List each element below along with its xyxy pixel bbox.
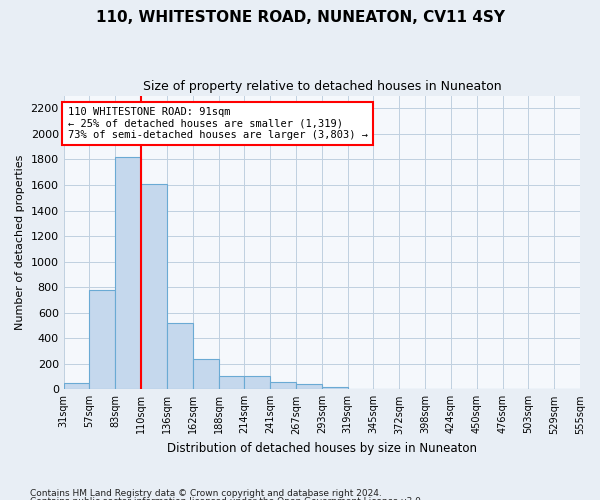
Title: Size of property relative to detached houses in Nuneaton: Size of property relative to detached ho… — [143, 80, 501, 93]
Bar — [141, 184, 167, 390]
Bar — [115, 157, 141, 390]
Bar — [89, 290, 115, 390]
Bar — [322, 387, 347, 390]
Bar — [64, 383, 89, 390]
Bar — [193, 358, 218, 390]
Text: Contains public sector information licensed under the Open Government Licence v3: Contains public sector information licen… — [30, 498, 424, 500]
Text: Contains HM Land Registry data © Crown copyright and database right 2024.: Contains HM Land Registry data © Crown c… — [30, 488, 382, 498]
Bar — [244, 376, 270, 390]
Y-axis label: Number of detached properties: Number of detached properties — [15, 154, 25, 330]
Bar — [270, 382, 296, 390]
Bar — [167, 323, 193, 390]
Bar — [218, 376, 244, 390]
Text: 110, WHITESTONE ROAD, NUNEATON, CV11 4SY: 110, WHITESTONE ROAD, NUNEATON, CV11 4SY — [95, 10, 505, 25]
Bar — [296, 384, 322, 390]
Text: 110 WHITESTONE ROAD: 91sqm
← 25% of detached houses are smaller (1,319)
73% of s: 110 WHITESTONE ROAD: 91sqm ← 25% of deta… — [68, 107, 368, 140]
X-axis label: Distribution of detached houses by size in Nuneaton: Distribution of detached houses by size … — [167, 442, 477, 455]
